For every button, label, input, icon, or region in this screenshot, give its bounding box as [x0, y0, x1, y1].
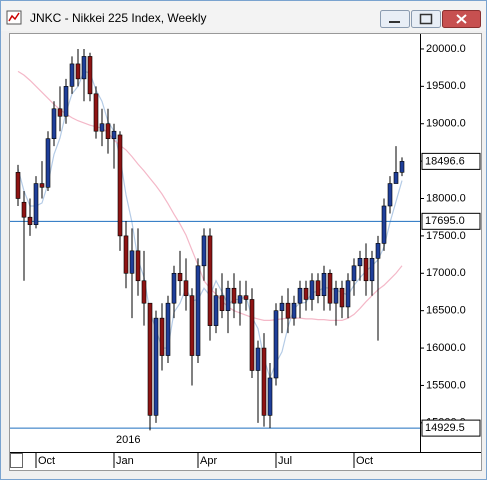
candle-body — [159, 317, 165, 356]
candle-body — [195, 265, 201, 356]
candle-body — [231, 287, 237, 304]
candle-body — [369, 258, 375, 282]
minimize-button[interactable] — [380, 10, 410, 28]
candle-body — [267, 377, 273, 416]
last-price-label: 18496.6 — [425, 155, 465, 167]
level-label-box — [421, 419, 481, 437]
candle-body — [213, 295, 219, 326]
candle-body — [315, 280, 321, 297]
candle-body — [357, 258, 363, 267]
candle-body — [141, 280, 147, 304]
y-tick-label: 17000.0 — [426, 267, 466, 279]
candle-body — [183, 280, 189, 297]
level-label: 14929.5 — [425, 422, 465, 434]
candle-body — [51, 108, 57, 139]
last-price-box — [421, 152, 481, 170]
candle-body — [261, 347, 267, 416]
candle-body — [345, 280, 351, 308]
x-tick-label: Apr — [200, 455, 217, 467]
candle-body — [69, 63, 75, 87]
candle-body — [291, 302, 297, 319]
candle-body — [255, 347, 261, 371]
y-tick-label: 17500.0 — [426, 230, 466, 242]
candle-body — [117, 134, 123, 237]
candle-body — [129, 250, 135, 274]
x-tick-label: Oct — [356, 455, 373, 467]
candle-body — [393, 172, 399, 184]
candle-body — [381, 205, 387, 244]
candle-body — [363, 258, 369, 282]
candle-body — [105, 123, 111, 139]
candle-body — [201, 235, 207, 267]
candle-body — [189, 295, 195, 356]
y-tick-label: 16000.0 — [426, 342, 466, 354]
candle-body — [375, 243, 381, 259]
level-label: 17695.0 — [425, 215, 465, 227]
candle-body — [237, 295, 243, 304]
candle-body — [243, 295, 249, 300]
candle-body — [111, 130, 117, 139]
maximize-icon — [419, 13, 433, 25]
candle-body — [219, 295, 225, 311]
candle-body — [177, 272, 183, 282]
candle-body — [297, 287, 303, 304]
candle-body — [135, 250, 141, 282]
candle-body — [153, 317, 159, 416]
candle-body — [81, 56, 87, 80]
candle-body — [27, 216, 33, 225]
maximize-button[interactable] — [411, 10, 441, 28]
candle-body — [321, 272, 327, 297]
candle-body — [147, 302, 153, 416]
candle-body — [285, 302, 291, 319]
candle-body — [225, 287, 231, 311]
x-tick-label: Oct — [38, 455, 55, 467]
scroll-box[interactable] — [10, 453, 23, 468]
y-tick-label: 19000.0 — [426, 118, 466, 130]
candle-body — [339, 287, 345, 308]
candle-body — [279, 302, 285, 311]
y-tick-label: 16500.0 — [426, 305, 466, 317]
candle-body — [93, 93, 99, 132]
candle-body — [207, 235, 213, 326]
candle-body — [165, 302, 171, 356]
candle-body — [99, 123, 105, 132]
candle-body — [273, 310, 279, 379]
candle-body — [45, 138, 51, 188]
candle-body — [309, 280, 315, 300]
candle-body — [87, 56, 93, 95]
candle-body — [303, 287, 309, 300]
candle-body — [75, 63, 81, 80]
app-icon-graph — [8, 12, 20, 22]
candle-body — [63, 86, 69, 117]
level-label-box — [421, 212, 481, 230]
candle-body — [15, 172, 21, 199]
year-label: 2016 — [116, 434, 140, 446]
candle-body — [387, 183, 393, 207]
candle-body — [39, 183, 45, 188]
candle-body — [33, 183, 39, 225]
candle-body — [171, 272, 177, 304]
candle-body — [327, 272, 333, 304]
y-tick-label: 20000.0 — [426, 43, 466, 55]
candle-body — [351, 265, 357, 282]
y-tick-label: 15500.0 — [426, 379, 466, 391]
y-tick-label: 19500.0 — [426, 80, 466, 92]
y-tick-label: 18000.0 — [426, 192, 466, 204]
candle-body — [123, 235, 129, 274]
candle-body — [333, 287, 339, 304]
close-icon — [456, 14, 467, 24]
x-tick-label: Jan — [116, 455, 134, 467]
x-tick-label: Jul — [278, 455, 292, 467]
candle-body — [399, 161, 405, 173]
candle-body — [57, 108, 63, 117]
chart-area — [9, 33, 482, 471]
window-title: JNKC - Nikkei 225 Index, Weekly — [30, 11, 207, 25]
candle-body — [249, 299, 255, 371]
candle-body — [21, 201, 27, 218]
